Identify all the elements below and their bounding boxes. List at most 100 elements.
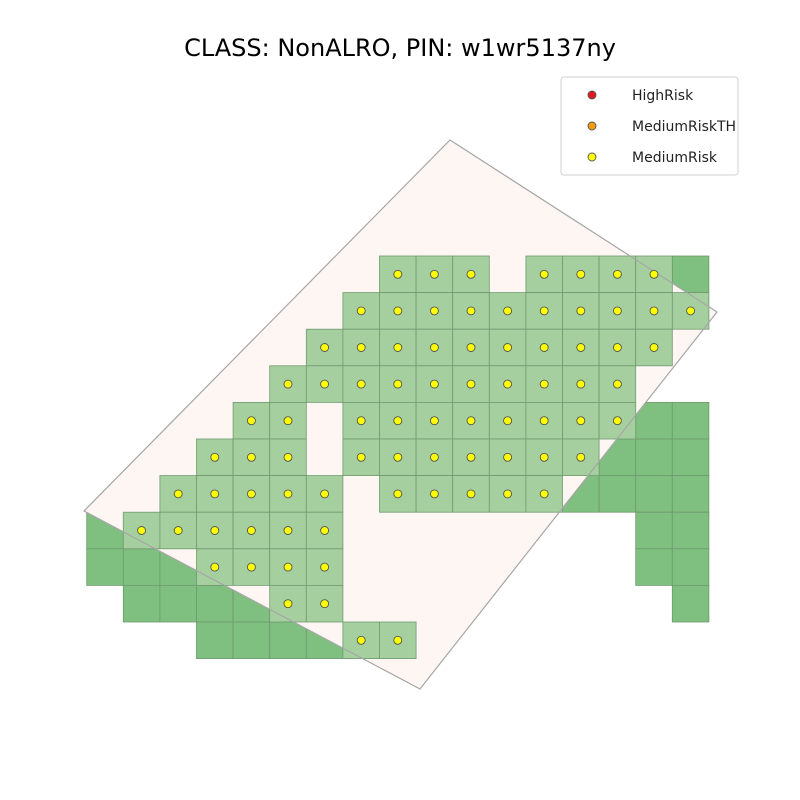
grid-cell (269, 621, 307, 659)
grid-cells-outside-layer (86, 255, 710, 659)
risk-point (356, 452, 366, 462)
risk-point (246, 526, 256, 535)
risk-point (283, 416, 293, 426)
grid-cell (635, 255, 673, 293)
risk-point (612, 379, 622, 389)
risk-point (649, 306, 659, 316)
risk-point (393, 379, 403, 389)
grid-cell (379, 475, 417, 513)
risk-point (283, 526, 293, 535)
grid-cell (671, 475, 710, 513)
grid-cell (671, 585, 710, 623)
risk-point (576, 452, 586, 462)
risk-point (246, 562, 256, 572)
risk-point (393, 452, 403, 462)
grid-cell (635, 548, 673, 586)
risk-point (210, 452, 220, 462)
grid-cell (488, 401, 527, 440)
risk-point (612, 306, 622, 316)
risk-point (283, 489, 293, 499)
risk-point (356, 379, 366, 389)
risk-point (503, 306, 513, 316)
legend-box (560, 76, 739, 176)
risk-point (539, 269, 549, 279)
risk-point (246, 489, 256, 499)
risk-point (503, 489, 513, 499)
risk-point (503, 416, 513, 426)
risk-point (320, 343, 330, 352)
risk-point (429, 343, 439, 352)
risk-point (466, 379, 476, 389)
risk-point (393, 306, 403, 316)
risk-point (320, 379, 330, 389)
risk-point (612, 269, 622, 279)
risk-point (356, 343, 366, 352)
risk-point (539, 489, 549, 499)
risk-point (210, 489, 220, 499)
risk-point (429, 452, 439, 462)
risk-point (539, 452, 549, 462)
risk-point (137, 526, 147, 535)
risk-point (466, 306, 476, 316)
risk-point (649, 343, 659, 352)
risk-point (649, 269, 659, 279)
grid-cell (86, 548, 124, 586)
risk-points-layer (137, 269, 696, 645)
grid-cell (196, 585, 234, 623)
risk-point (356, 306, 366, 316)
risk-point (612, 416, 622, 426)
risk-point (393, 269, 403, 279)
risk-point (283, 562, 293, 572)
risk-point (210, 526, 220, 535)
risk-point (429, 489, 439, 499)
risk-point (246, 416, 256, 426)
risk-point (539, 416, 549, 426)
risk-point (320, 562, 330, 572)
risk-point (503, 452, 513, 462)
grid-cell (671, 511, 710, 550)
chart-title: CLASS: NonALRO, PIN: w1wr5137ny (184, 34, 616, 62)
legend-label: HighRisk (632, 88, 694, 104)
legend: HighRisk MediumRiskTH MediumRisk (560, 76, 739, 176)
risk-point (283, 379, 293, 389)
grid-cell (635, 401, 673, 440)
grid-cell (635, 438, 673, 476)
grid-cell (635, 328, 673, 367)
risk-point (503, 379, 513, 389)
parcel-boundary (83, 139, 718, 690)
risk-point (210, 562, 220, 572)
grid-cell (671, 401, 710, 440)
legend-marker (587, 90, 597, 100)
risk-point (320, 599, 330, 609)
risk-point (429, 269, 439, 279)
risk-point (576, 306, 586, 316)
grid-cell (635, 511, 673, 550)
risk-point (466, 269, 476, 279)
risk-point (539, 343, 549, 352)
risk-point (320, 489, 330, 499)
risk-point (283, 599, 293, 609)
grid-cell (598, 475, 637, 513)
risk-point (429, 306, 439, 316)
grid-cell (196, 621, 234, 659)
risk-point (429, 379, 439, 389)
risk-point (320, 526, 330, 535)
risk-point (429, 416, 439, 426)
grid-cell (122, 548, 161, 586)
grid-cell (671, 438, 710, 476)
risk-point (173, 526, 183, 535)
risk-point (539, 306, 549, 316)
risk-point (393, 489, 403, 499)
grid-cell (232, 621, 271, 659)
grid-cell (671, 292, 710, 330)
risk-point (576, 379, 586, 389)
risk-point (576, 416, 586, 426)
legend-label: MediumRiskTH (632, 119, 736, 135)
risk-point (246, 452, 256, 462)
grid-cell (159, 585, 197, 623)
risk-point (356, 635, 366, 645)
risk-point (356, 416, 366, 426)
risk-point (539, 379, 549, 389)
risk-point (503, 343, 513, 352)
